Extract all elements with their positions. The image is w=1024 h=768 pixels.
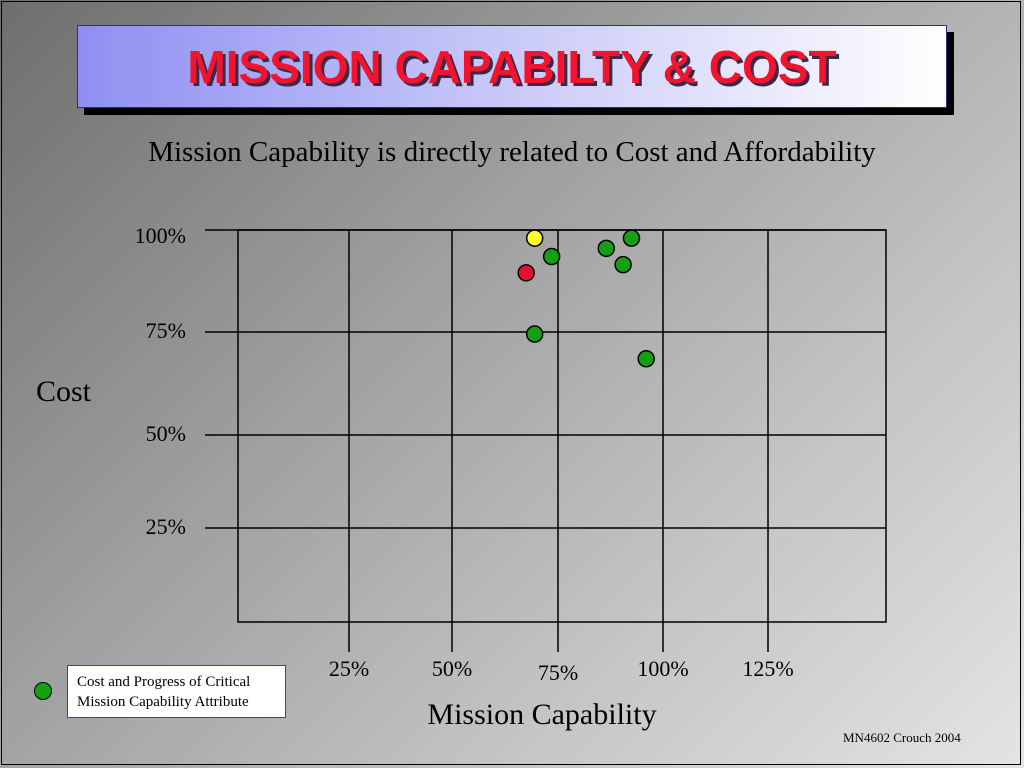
title-banner: MISSION CAPABILTY & COST: [77, 25, 947, 108]
y-axis-title: Cost: [36, 375, 92, 408]
y-tick-label-75: 75%: [146, 318, 186, 343]
slide-subtitle: Mission Capability is directly related t…: [148, 136, 876, 168]
footer-credit: MN4602 Crouch 2004: [843, 730, 961, 745]
legend-text-line-1: Cost and Progress of Critical: [77, 674, 251, 690]
data-point-green-4: [622, 229, 641, 247]
data-point-red-1: [517, 264, 535, 282]
data-point-green-6: [525, 325, 544, 343]
x-tick-label-50: 50%: [432, 656, 472, 681]
data-point-green-7: [637, 350, 655, 368]
x-tick-label-100: 100%: [637, 656, 688, 681]
data-point-green-3: [597, 239, 616, 258]
x-tick-label-25: 25%: [329, 656, 369, 681]
x-axis-title: Mission Capability: [427, 698, 657, 731]
y-tick-label-50: 50%: [146, 421, 186, 446]
legend-box: Cost and Progress of Critical Mission Ca…: [67, 665, 286, 718]
plot-area-border: [237, 229, 887, 623]
legend-text-line-2: Mission Capability Attribute: [77, 694, 249, 710]
x-tick-label-125: 125%: [742, 656, 793, 681]
data-point-green-5: [614, 255, 632, 274]
legend-marker-green: [34, 682, 52, 700]
data-point-yellow-0: [525, 229, 544, 247]
data-point-green-2: [542, 247, 561, 266]
y-tick-label-100: 100%: [135, 223, 186, 248]
x-tick-label-75: 75%: [538, 660, 578, 685]
y-tick-label-25: 25%: [146, 514, 186, 539]
slide-title: MISSION CAPABILTY & COST: [187, 40, 837, 93]
